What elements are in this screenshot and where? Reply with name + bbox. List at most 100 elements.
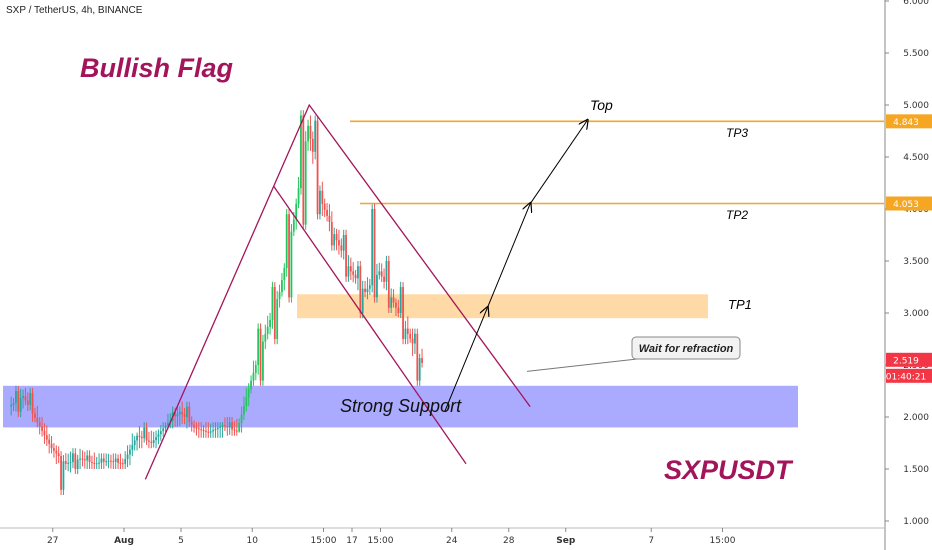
- candle-body: [155, 437, 157, 441]
- candle-body: [79, 458, 81, 460]
- candle: [183, 408, 186, 425]
- candle: [205, 422, 207, 438]
- candle: [119, 453, 122, 469]
- candle-body: [390, 297, 393, 308]
- candle: [288, 209, 290, 303]
- candle: [416, 328, 419, 386]
- candle-body: [178, 411, 181, 415]
- candle-body: [207, 431, 210, 433]
- candle: [333, 227, 336, 251]
- candle-body: [188, 406, 191, 423]
- candle: [136, 432, 138, 451]
- candle: [276, 290, 279, 345]
- candle: [69, 451, 72, 473]
- candle-body: [354, 274, 357, 279]
- candle-body: [202, 430, 205, 431]
- candle-body: [395, 302, 397, 308]
- candle: [338, 229, 340, 255]
- candle: [250, 375, 252, 394]
- candle: [91, 455, 93, 469]
- candle-body: [352, 271, 355, 275]
- candle: [361, 280, 364, 319]
- candle: [110, 454, 112, 469]
- candle-body: [45, 435, 48, 440]
- candle-body: [190, 422, 193, 425]
- price-tick-label: 3.000: [903, 309, 929, 319]
- candle: [197, 422, 200, 438]
- candle: [26, 392, 29, 411]
- candle-body: [174, 411, 176, 417]
- candle: [380, 263, 383, 283]
- candle: [278, 284, 281, 308]
- candle: [383, 268, 385, 289]
- candle-body: [285, 214, 288, 268]
- candle-body: [385, 261, 388, 282]
- candle: [269, 312, 271, 335]
- candle-body: [57, 453, 60, 456]
- candle: [150, 430, 153, 449]
- candle-body: [95, 463, 98, 465]
- candle: [88, 450, 91, 469]
- candle-body: [411, 338, 414, 344]
- price-tick-label: 1.500: [903, 465, 929, 475]
- candle: [345, 229, 347, 282]
- candle: [143, 422, 146, 443]
- candle-body: [335, 234, 338, 241]
- candle: [124, 451, 127, 469]
- candle-body: [378, 271, 381, 275]
- candle: [311, 131, 314, 164]
- candle-body: [105, 461, 108, 463]
- candle: [181, 401, 184, 424]
- tp2-price-badge-bg: [886, 196, 932, 211]
- candle: [264, 324, 267, 350]
- candle-body: [200, 429, 203, 431]
- candle: [266, 315, 269, 340]
- candle-body: [300, 115, 302, 189]
- candle: [60, 451, 62, 495]
- candle: [24, 387, 27, 406]
- candle: [385, 255, 388, 291]
- candle-body: [278, 292, 281, 300]
- candle-body: [297, 188, 300, 204]
- candle: [233, 421, 236, 436]
- pair-label: SXPUSDT: [664, 455, 794, 485]
- candle-body: [205, 430, 207, 432]
- candle-body: [19, 397, 22, 412]
- time-tick-label: 17: [346, 536, 357, 546]
- candle: [155, 430, 157, 449]
- candle: [359, 261, 362, 319]
- candle: [342, 229, 345, 260]
- candle-body: [60, 456, 62, 490]
- candle-body: [259, 328, 262, 381]
- price-tick-label: 5.500: [903, 49, 929, 59]
- candle-body: [316, 120, 319, 215]
- candle: [202, 424, 205, 438]
- candle: [121, 458, 124, 469]
- candle-body: [183, 414, 186, 417]
- candle: [302, 110, 305, 230]
- candle-body: [22, 396, 24, 398]
- candle-body: [110, 460, 112, 462]
- candle-body: [338, 240, 340, 246]
- pattern-title: Bullish Flag: [80, 53, 234, 83]
- candle-body: [145, 427, 148, 441]
- candle: [309, 115, 312, 151]
- top-label: Top: [590, 97, 613, 113]
- candle-body: [302, 115, 305, 225]
- candle-body: [323, 203, 326, 210]
- candle: [81, 450, 84, 467]
- candle-body: [55, 450, 58, 454]
- candle-body: [333, 234, 336, 246]
- time-tick-label: 24: [446, 536, 458, 546]
- candle: [38, 417, 41, 435]
- candle-body: [221, 425, 224, 427]
- candle-body: [212, 430, 214, 432]
- candle: [411, 328, 414, 356]
- candle: [76, 454, 79, 475]
- tp2-price-badge: 4.053: [893, 200, 919, 210]
- candle: [45, 425, 48, 447]
- candle-body: [304, 141, 307, 225]
- candle-body: [164, 425, 167, 429]
- candle-body: [216, 427, 219, 429]
